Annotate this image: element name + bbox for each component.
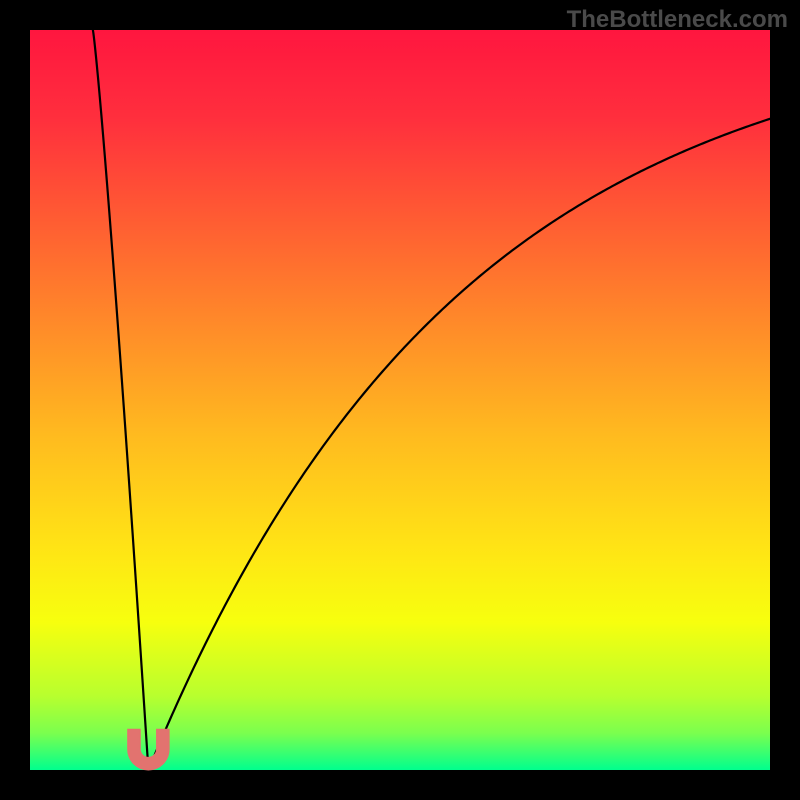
bottleneck-chart [0, 0, 800, 800]
chart-container: TheBottleneck.com [0, 0, 800, 800]
